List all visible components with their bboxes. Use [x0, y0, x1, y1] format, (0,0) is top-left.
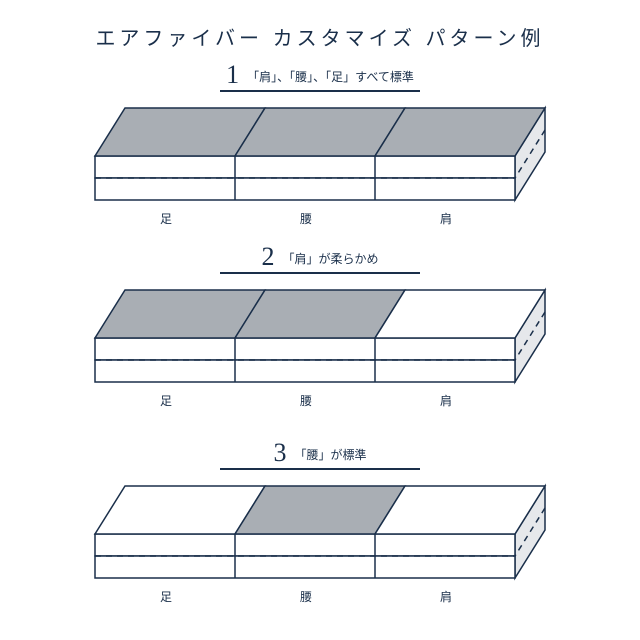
panel-desc: 「肩」が柔らかめ [282, 250, 378, 270]
mat-front-top [95, 338, 515, 360]
panel-rule [220, 468, 420, 470]
seg-label-2: 肩 [440, 588, 452, 605]
seg-label-1: 腰 [300, 392, 312, 409]
seg-label-1: 腰 [300, 210, 312, 227]
mat-front-bottom [95, 360, 515, 382]
panel-2: 2 「肩」が柔らかめ 足腰肩 [0, 244, 640, 400]
mat-front-bottom [95, 178, 515, 200]
panel-3: 3 「腰」が標準 足腰肩 [0, 440, 640, 596]
panel-number: 3 [273, 440, 286, 466]
panel-header: 1 「肩」、「腰」、「足」すべて標準 [0, 62, 640, 88]
seg-label-0: 足 [160, 588, 172, 605]
seg-label-0: 足 [160, 210, 172, 227]
mattress-svg [0, 476, 640, 600]
panel-desc: 「腰」が標準 [294, 446, 366, 466]
panel-1: 1 「肩」、「腰」、「足」すべて標準 足腰肩 [0, 62, 640, 218]
mat-top-seg-2 [375, 108, 545, 156]
mat-front-bottom [95, 556, 515, 578]
seg-label-2: 肩 [440, 392, 452, 409]
mattress-svg [0, 280, 640, 404]
main-title: エアファイバー カスタマイズ パターン例 [0, 0, 640, 51]
panel-header: 3 「腰」が標準 [0, 440, 640, 466]
mattress-svg [0, 98, 640, 222]
mat-top-seg-2 [375, 486, 545, 534]
mat-front-top [95, 156, 515, 178]
panel-desc: 「肩」、「腰」、「足」すべて標準 [247, 68, 414, 88]
page-root: エアファイバー カスタマイズ パターン例 1 「肩」、「腰」、「足」すべて標準 … [0, 0, 640, 640]
seg-label-2: 肩 [440, 210, 452, 227]
panel-header: 2 「肩」が柔らかめ [0, 244, 640, 270]
mat-top-seg-2 [375, 290, 545, 338]
seg-label-0: 足 [160, 392, 172, 409]
panel-rule [220, 90, 420, 92]
panel-number: 1 [226, 62, 239, 88]
mattress-wrap: 足腰肩 [0, 98, 640, 218]
mat-front-top [95, 534, 515, 556]
panel-rule [220, 272, 420, 274]
mattress-wrap: 足腰肩 [0, 476, 640, 596]
panel-number: 2 [261, 244, 274, 270]
mattress-wrap: 足腰肩 [0, 280, 640, 400]
seg-label-1: 腰 [300, 588, 312, 605]
